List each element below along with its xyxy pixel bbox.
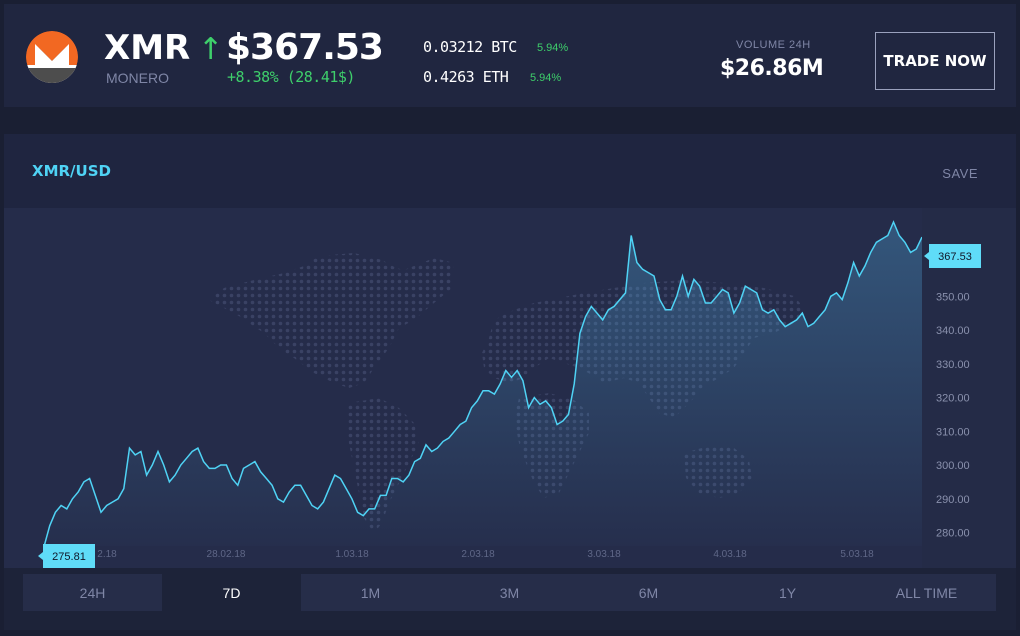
btc-pair-change: 5.94% xyxy=(537,42,569,54)
coin-name: MONERO xyxy=(106,70,169,86)
x-tick-label: 3.03.18 xyxy=(587,549,621,560)
coin-ticker: XMR xyxy=(104,28,191,68)
time-range-selector: 24H 7D 1M 3M 6M 1Y ALL TIME xyxy=(23,574,996,611)
range-button-24h[interactable]: 24H xyxy=(23,574,162,611)
range-button-1y[interactable]: 1Y xyxy=(718,574,857,611)
y-tick-label: 330.00 xyxy=(936,359,970,371)
range-button-1m[interactable]: 1M xyxy=(301,574,440,611)
y-tick-label: 290.00 xyxy=(936,494,970,506)
chart-panel: XMR/USD SAVE xyxy=(4,134,1016,630)
arrow-up-icon: ↑ xyxy=(198,32,224,67)
eth-pair-value: 0.4263 ETH xyxy=(423,68,509,86)
price-chart: 280.00 290.00 300.00 310.00 320.00 330.00 340.… xyxy=(4,208,1016,568)
volume-label: VOLUME 24H xyxy=(736,39,811,51)
y-tick-label: 320.00 xyxy=(936,393,970,405)
y-tick-label: 340.00 xyxy=(936,325,970,337)
y-tick-label: 310.00 xyxy=(936,426,970,438)
coin-price: $367.53 xyxy=(226,27,384,68)
range-button-7d[interactable]: 7D xyxy=(162,574,301,611)
save-button[interactable]: SAVE xyxy=(942,166,978,181)
x-tick-label: 2.03.18 xyxy=(461,549,495,560)
volume-value: $26.86M xyxy=(720,56,824,81)
x-tick-label: 1.03.18 xyxy=(335,549,369,560)
range-button-6m[interactable]: 6M xyxy=(579,574,718,611)
y-tick-label: 300.00 xyxy=(936,460,970,472)
btc-pair-value: 0.03212 BTC xyxy=(423,38,517,56)
monero-logo-icon xyxy=(26,31,78,83)
svg-text:367.53: 367.53 xyxy=(938,251,972,263)
start-price-label: 275.81 xyxy=(38,544,95,568)
x-tick-label: 4.03.18 xyxy=(713,549,747,560)
x-tick-label: 2.18 xyxy=(97,549,117,560)
range-button-all-time[interactable]: ALL TIME xyxy=(857,574,996,611)
trade-now-button[interactable]: TRADE NOW xyxy=(875,32,995,90)
chart-header: XMR/USD SAVE xyxy=(4,134,1016,208)
price-change: +8.38% (28.41$) xyxy=(227,68,355,86)
price-line xyxy=(43,220,923,547)
price-chart-svg: 280.00 290.00 300.00 310.00 320.00 330.00 340.… xyxy=(38,208,1016,568)
x-tick-label: 5.03.18 xyxy=(840,549,874,560)
price-area-fill xyxy=(44,222,922,547)
pair-title: XMR/USD xyxy=(32,162,111,180)
current-price-label: 367.53 xyxy=(924,244,981,268)
x-tick-label: 28.02.18 xyxy=(207,549,246,560)
y-tick-label: 280.00 xyxy=(936,528,970,540)
eth-pair-change: 5.94% xyxy=(530,72,562,84)
y-tick-label: 350.00 xyxy=(936,291,970,303)
range-button-3m[interactable]: 3M xyxy=(440,574,579,611)
ticker-header: XMR MONERO ↑ $367.53 +8.38% (28.41$) 0.0… xyxy=(4,4,1016,107)
svg-text:275.81: 275.81 xyxy=(52,551,86,563)
